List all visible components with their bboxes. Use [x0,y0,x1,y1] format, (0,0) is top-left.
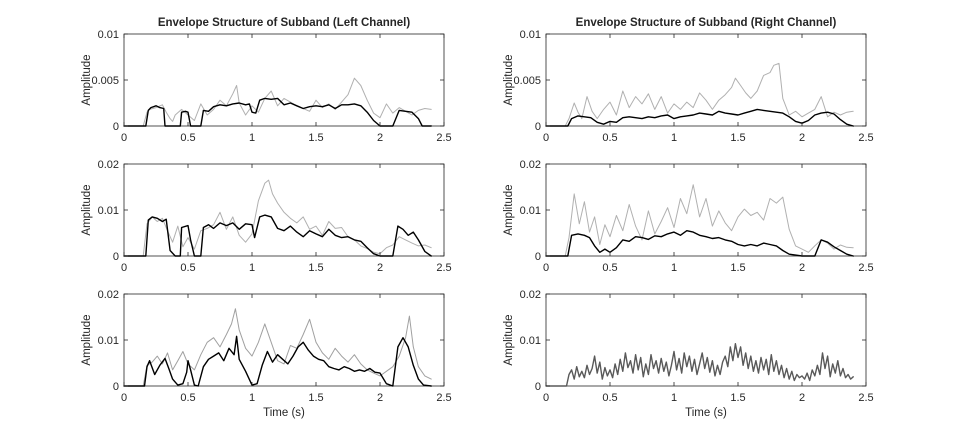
x-tick-label: 1 [249,392,255,404]
x-tick-label: 1 [249,132,255,144]
x-tick-label: 2.5 [436,392,451,404]
x-tick-label: 1.5 [730,262,745,274]
x-tick-label: 0.5 [180,132,195,144]
x-tick-label: 0 [121,392,127,404]
series-line-0 [123,308,432,387]
y-tick-label: 0.01 [520,29,541,41]
y-tick-label: 0 [113,121,119,133]
x-tick-label: 0.5 [180,392,195,404]
y-tick-label: 0.01 [98,205,119,217]
x-tick-label: 0 [121,262,127,274]
y-tick-label: 0.01 [520,335,541,347]
series-line-1 [123,335,432,387]
y-tick-label: 0 [113,381,119,393]
x-tick-label: 2 [799,392,805,404]
y-axis-label: Amplitude [503,54,515,105]
x-tick-label: 0 [543,262,549,274]
x-tick-label: 1 [671,262,677,274]
series-line-0 [123,77,432,127]
plot-panel-right-row2: 0 0.5 1 1.5 2 2.5 0 0.01 0.02 Amplitude [503,159,874,274]
x-tick-label: 0.5 [602,392,617,404]
y-tick-label: 0.02 [98,289,119,301]
series-line-1 [123,97,432,127]
plot-panel-right-row3: 0 0.5 1 1.5 2 2.5 0 0.01 0.02 Amplitude Time (s) [503,289,874,419]
y-axis-label: Amplitude [81,54,93,105]
x-tick-label: 2 [377,392,383,404]
series-line-1 [545,108,854,127]
y-tick-label: 0.02 [520,289,541,301]
series-line-1 [545,229,854,257]
x-tick-label: 1.5 [730,132,745,144]
x-tick-label: 2.5 [858,262,873,274]
series-line-0 [545,184,854,257]
series-line-0 [123,179,432,257]
plot-area [123,33,445,127]
y-tick-label: 0 [113,251,119,263]
y-axis-label: Amplitude [503,184,515,235]
x-tick-label: 2.5 [436,262,451,274]
series-line-1 [123,214,432,257]
y-axis-label: Amplitude [503,314,515,365]
x-tick-label: 1 [249,262,255,274]
plot-area [545,33,867,127]
x-tick-label: 1.5 [308,392,323,404]
x-tick-label: 2 [799,262,805,274]
plot-area [545,293,867,387]
plot-area [123,163,445,257]
x-tick-label: 2 [799,132,805,144]
x-tick-label: 0.5 [180,262,195,274]
y-axis-label: Amplitude [81,314,93,365]
x-tick-label: 1.5 [308,262,323,274]
plot-panel-left-row1: 0 0.5 1 1.5 2 2.5 0 0.005 0.01 Amplitude Envelope … [81,17,452,144]
x-tick-label: 0 [543,392,549,404]
plot-panel-left-row3: 0 0.5 1 1.5 2 2.5 0 0.01 0.02 Amplitude Time (s) [81,289,452,419]
chart-title: Envelope Structure of Subband (Right Cha… [576,17,837,29]
y-tick-label: 0 [535,121,541,133]
plot-area [545,163,867,257]
y-axis-label: Amplitude [81,184,93,235]
plot-panel-right-row1: 0 0.5 1 1.5 2 2.5 0 0.005 0.01 Amplitude Envelope … [503,17,874,144]
series-line-0 [545,62,854,127]
y-tick-label: 0 [535,251,541,263]
y-tick-label: 0.02 [520,159,541,171]
x-tick-label: 1.5 [308,132,323,144]
x-tick-label: 2 [377,262,383,274]
x-tick-label: 1 [671,392,677,404]
x-axis-label: Time (s) [263,407,305,419]
x-tick-label: 0 [121,132,127,144]
x-tick-label: 0.5 [602,132,617,144]
x-tick-label: 1.5 [730,392,745,404]
x-tick-label: 2.5 [858,392,873,404]
x-axis-label: Time (s) [685,407,727,419]
x-tick-label: 0 [543,132,549,144]
y-tick-label: 0.005 [91,75,119,87]
y-tick-label: 0.005 [513,75,541,87]
x-tick-label: 0.5 [602,262,617,274]
x-tick-label: 2 [377,132,383,144]
y-tick-label: 0.01 [98,335,119,347]
x-tick-label: 2.5 [436,132,451,144]
y-tick-label: 0.01 [520,205,541,217]
chart-title: Envelope Structure of Subband (Left Chan… [158,17,411,29]
x-tick-label: 2.5 [858,132,873,144]
plot-panel-left-row2: 0 0.5 1 1.5 2 2.5 0 0.01 0.02 Amplitude [81,159,452,274]
y-tick-label: 0 [535,381,541,393]
plot-area [123,293,445,387]
y-tick-label: 0.01 [98,29,119,41]
series-line-0 [545,343,854,387]
x-tick-label: 1 [671,132,677,144]
y-tick-label: 0.02 [98,159,119,171]
